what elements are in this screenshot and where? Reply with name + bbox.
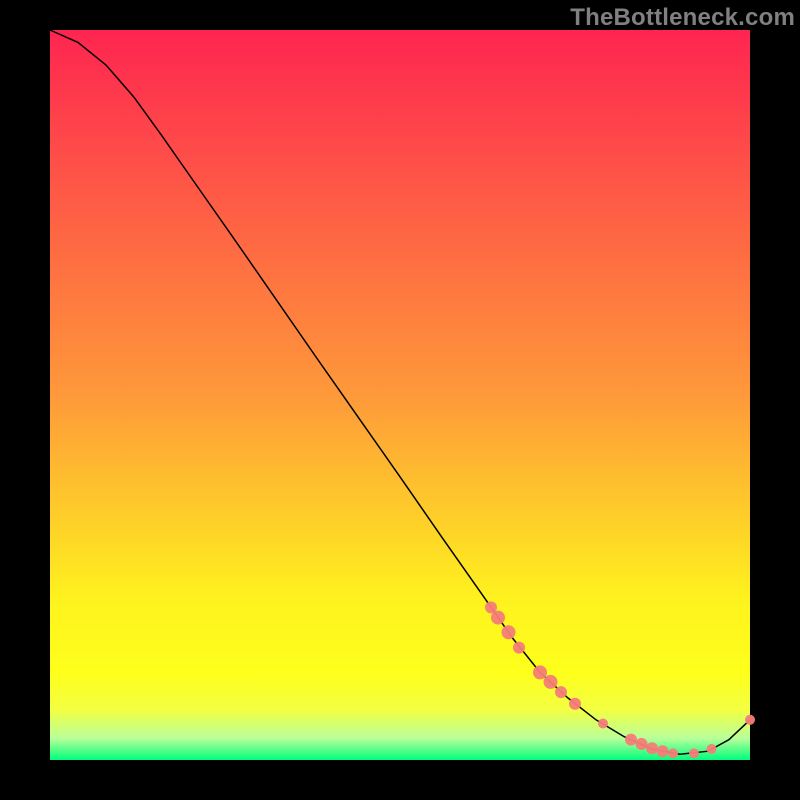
- data-marker: [502, 625, 516, 639]
- data-marker: [569, 698, 581, 710]
- data-marker: [555, 686, 567, 698]
- data-marker: [544, 675, 558, 689]
- data-marker: [745, 715, 755, 725]
- data-marker: [491, 611, 505, 625]
- curve-line: [50, 30, 750, 754]
- data-marker: [707, 744, 717, 754]
- data-marker: [646, 742, 658, 754]
- chart-stage: { "canvas": { "width": 800, "height": 80…: [0, 0, 800, 800]
- data-marker: [598, 719, 608, 729]
- data-marker: [689, 748, 699, 758]
- data-marker: [668, 748, 678, 758]
- data-marker: [513, 642, 525, 654]
- chart-svg: [0, 0, 800, 800]
- data-marker: [657, 745, 669, 757]
- data-marker: [625, 734, 637, 746]
- data-marker: [533, 665, 547, 679]
- data-marker: [636, 738, 648, 750]
- watermark-text: TheBottleneck.com: [570, 4, 795, 32]
